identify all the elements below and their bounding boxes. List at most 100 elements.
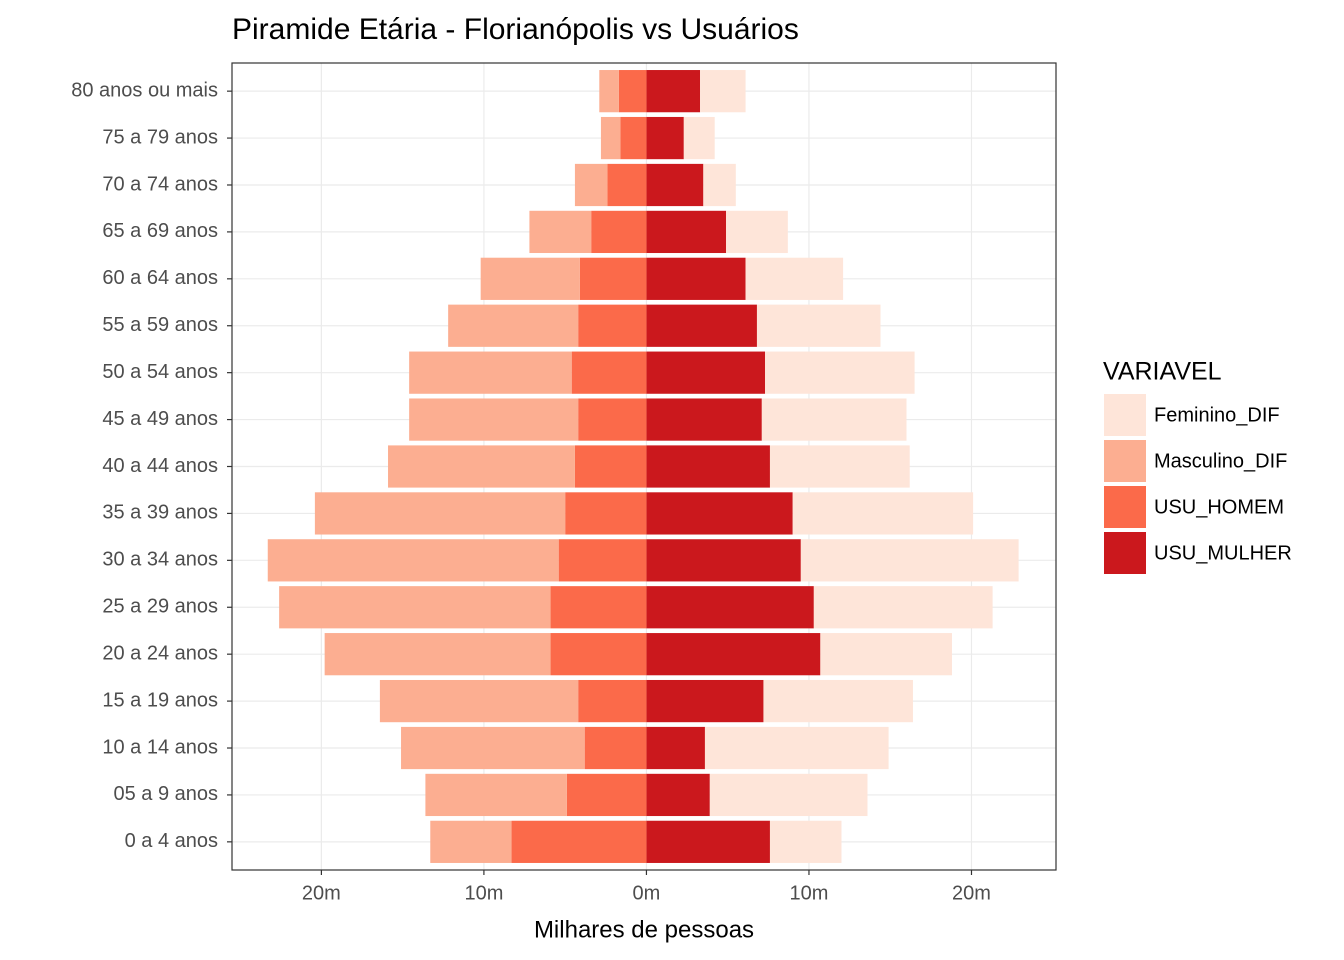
bar [550,586,647,629]
x-tick-label: 20m [302,882,341,904]
bar [565,492,647,535]
panel-border [231,62,1057,871]
bar [769,445,910,488]
bar [267,539,559,582]
bar [448,304,579,347]
bar [683,116,715,160]
bar [379,679,579,723]
legend-label: USU_MULHER [1154,542,1292,564]
y-tick-label: 25 a 29 anos [102,596,218,618]
bar [591,210,647,254]
bar [703,163,736,207]
bar [430,820,512,863]
bar [763,679,913,723]
bar [756,304,881,347]
legend-title: VARIAVEL [1103,358,1222,386]
bar [646,70,701,113]
bar [529,210,592,254]
bar [646,116,684,160]
bar [578,679,647,723]
y-tick-label: 15 a 19 anos [102,689,218,711]
bar [646,679,764,723]
y-tick-label: 70 a 74 anos [102,173,218,195]
bar [704,726,889,770]
bar [765,351,915,394]
y-tick-label: 05 a 9 anos [113,783,218,805]
bar [820,633,952,676]
bar [646,351,766,394]
chart-title: Piramide Etária - Florianópolis vs Usuár… [232,13,799,46]
bar [792,492,974,535]
bar [745,257,844,300]
bar [314,492,566,535]
bar [584,726,647,770]
bar [620,116,647,160]
bar [646,257,746,300]
bar [813,586,993,629]
y-tick-label: 40 a 44 anos [102,455,218,477]
bar [574,445,647,488]
bar [646,539,801,582]
bar [324,633,551,676]
y-tick-label: 20 a 24 anos [102,642,218,664]
bar [646,492,793,535]
bar [709,773,868,817]
bar [607,163,647,207]
bar [726,210,788,254]
bar [761,398,907,441]
bar [566,773,647,817]
legend-key [1104,532,1146,574]
bar [646,445,770,488]
bar [646,586,814,629]
legend-label: Masculino_DIF [1154,450,1287,472]
bar [579,257,647,300]
bar [558,539,647,582]
y-tick-label: 0 a 4 anos [125,830,218,852]
legend-label: USU_HOMEM [1154,496,1284,518]
y-tick-label: 50 a 54 anos [102,361,218,383]
y-tick-label: 30 a 34 anos [102,549,218,571]
legend-label: Feminino_DIF [1154,404,1280,426]
bar [480,257,580,300]
bar [409,398,579,441]
x-tick-label: 10m [790,882,829,904]
bar [646,633,821,676]
bar [646,398,762,441]
bar [646,210,727,254]
bar [425,773,567,817]
y-tick-label: 80 anos ou mais [71,79,218,101]
bar [646,773,710,817]
y-tick-label: 60 a 64 anos [102,267,218,289]
bar [646,304,757,347]
bar [646,726,705,770]
y-tick-label: 45 a 49 anos [102,408,218,430]
bar [618,70,647,113]
bar [700,70,746,113]
y-tick-label: 55 a 59 anos [102,314,218,336]
bar [646,820,770,863]
legend-key [1104,486,1146,528]
x-tick-label: 0m [633,882,661,904]
bar [511,820,647,863]
bar [578,398,647,441]
y-tick-label: 10 a 14 anos [102,736,218,758]
bar [409,351,572,394]
bar [769,820,842,863]
x-axis-title: Milhares de pessoas [534,916,754,943]
y-tick-label: 35 a 39 anos [102,502,218,524]
bar [279,586,551,629]
legend-key [1104,394,1146,436]
y-tick-label: 75 a 79 anos [102,126,218,148]
bar [599,70,619,113]
bar [401,726,585,770]
bar [571,351,647,394]
bar [646,163,704,207]
bar [574,163,608,207]
y-tick-label: 65 a 69 anos [102,220,218,242]
bar [578,304,647,347]
x-tick-label: 10m [464,882,503,904]
legend-key [1104,440,1146,482]
bar [800,539,1019,582]
bar [550,633,647,676]
